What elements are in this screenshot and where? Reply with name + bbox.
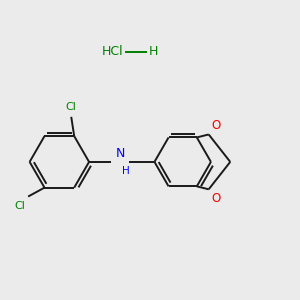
Text: HCl: HCl: [102, 45, 123, 58]
Text: O: O: [212, 119, 221, 132]
Text: H: H: [122, 166, 130, 176]
Text: Cl: Cl: [14, 201, 25, 211]
Text: O: O: [212, 192, 221, 205]
Text: N: N: [116, 147, 125, 161]
Text: H: H: [148, 45, 158, 58]
Text: Cl: Cl: [66, 102, 77, 112]
